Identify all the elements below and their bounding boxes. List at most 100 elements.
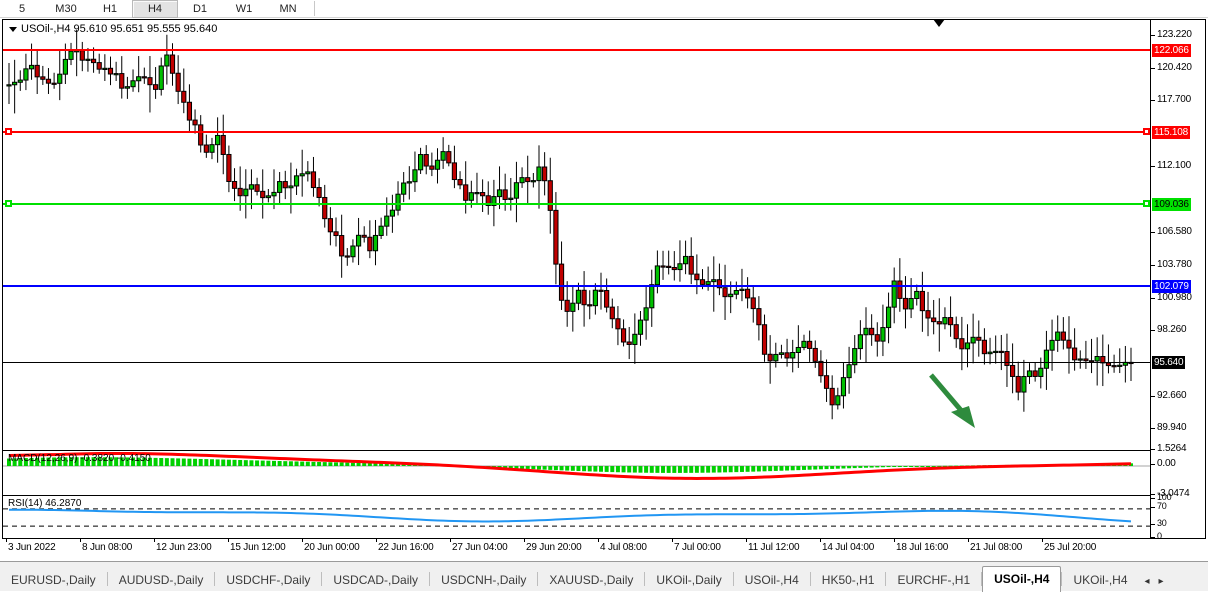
chart-tab-5[interactable]: XAUUSD-,Daily [549,573,634,587]
tick-mark [1151,464,1155,466]
tick-mark [1151,297,1155,299]
chart-frame[interactable]: USOil-,H4 95.610 95.651 95.555 95.640 12… [2,19,1206,541]
price-tick-label: 123.220 [1157,29,1192,41]
macd-label: MACD(12,26,9) -0.3820 -0.4150 [8,453,151,464]
time-tick-label: 15 Jun 12:00 [230,542,286,553]
time-tick-label: 21 Jul 08:00 [970,542,1023,553]
symbol-info-label: USOil-,H4 95.610 95.651 95.555 95.640 [9,23,217,35]
level-line-resistance-mid[interactable] [3,130,1150,133]
level-handle-resistance-mid[interactable] [5,127,12,135]
toolbar-divider [314,1,315,16]
chart-tab-3[interactable]: USDCAD-,Daily [333,573,419,587]
rsi-label: RSI(14) 46.2870 [8,498,82,509]
rsi-tick-label: 30 [1157,518,1167,529]
price-badge-support-green[interactable]: 109.036 [1152,197,1191,211]
timeframe-button-m30[interactable]: M30 [55,2,77,15]
chevron-down-icon[interactable] [9,26,17,32]
tick-mark [1151,166,1155,168]
timeframe-button-h4[interactable]: H4 [132,0,178,18]
chart-tab-6[interactable]: UKOil-,Daily [656,573,722,587]
time-tick [302,539,303,542]
rsi-tick-label: 0 [1157,531,1162,541]
price-tick-label: 112.100 [1157,160,1192,172]
chart-period-separator-marker [933,19,945,27]
down-arrow-annotation[interactable] [929,373,975,428]
time-tick [746,539,747,542]
tab-divider [214,572,216,586]
time-tick-label: 3 Jun 2022 [8,542,56,553]
tick-mark [1151,537,1155,538]
time-tick-label: 12 Jun 23:00 [156,542,212,553]
price-tick-label: 89.940 [1157,421,1187,433]
price-axis[interactable]: 123.220 120.420 117.700 112.100 106.580 103.7… [1150,20,1205,541]
rsi-tick-label: 100 [1157,492,1172,502]
timeframe-toolbar: 5 M30 H1 H4 D1 W1 MN [0,0,1208,18]
price-plot-area[interactable] [3,20,1150,538]
tab-divider [732,572,734,586]
tab-nav: ◂ ▸ [1145,576,1164,587]
candlestick-series [6,29,1134,428]
last-price-badge: 95.640 [1152,355,1186,369]
time-tick-label: 14 Jul 04:00 [822,542,875,553]
macd-tick-label: -3.0474 [1157,488,1190,499]
level-handle-right-resistance-mid[interactable] [1143,127,1150,135]
tick-mark [1151,427,1155,429]
rsi-series [3,508,1150,527]
time-tick-label: 4 Jul 08:00 [600,542,647,553]
time-tick [524,539,525,542]
chart-tab-10[interactable]: USOil-,H4 [982,566,1062,592]
level-line-resistance-upper[interactable] [3,48,1150,51]
rsi-tick-label: 70 [1157,500,1167,511]
chart-tab-8[interactable]: HK50-,H1 [821,573,875,587]
chevron-right-icon[interactable]: ▸ [1158,576,1164,587]
chart-tab-9[interactable]: EURCHF-,H1 [897,573,971,587]
level-line-support-green[interactable] [3,202,1150,205]
time-tick [820,539,821,542]
tick-mark [1151,329,1155,331]
time-tick [6,539,7,542]
chevron-left-icon[interactable]: ◂ [1144,576,1150,587]
tab-divider [429,572,431,586]
time-tick-label: 22 Jun 16:00 [378,542,434,553]
macd-pane[interactable]: MACD(12,26,9) -0.3820 -0.4150 [3,450,1150,496]
tick-mark [1151,264,1155,266]
tick-mark [1151,395,1155,397]
tab-divider [644,572,646,586]
time-tick-label: 7 Jul 00:00 [674,542,721,553]
level-handle-support-green[interactable] [5,199,12,207]
tick-mark [1151,35,1155,37]
chart-tab-7[interactable]: USOil-,H4 [744,573,799,587]
price-tick-label: 120.420 [1157,62,1192,74]
price-badge-support-blue[interactable]: 102.079 [1152,279,1191,293]
price-badge-resistance-upper[interactable]: 122.066 [1152,43,1191,57]
chart-tab-2[interactable]: USDCHF-,Daily [226,573,311,587]
timeframe-button-w1[interactable]: W1 [235,2,253,15]
tick-mark [1151,506,1155,508]
time-tick [450,539,451,542]
time-tick [228,539,229,542]
price-tick-label: 100.980 [1157,291,1192,303]
time-tick [1042,539,1043,542]
chart-tab-bar[interactable]: EURUSD-,Daily AUDUSD-,Daily USDCHF-,Daily U… [0,561,1208,592]
timeframe-button-5[interactable]: 5 [18,2,26,15]
chart-tab-0[interactable]: EURUSD-,Daily [11,573,96,587]
time-tick-label: 27 Jun 04:00 [452,542,508,553]
timeframe-button-h1[interactable]: H1 [102,2,118,15]
timeframe-button-mn[interactable]: MN [279,2,297,15]
level-handle-right-support-green[interactable] [1143,199,1150,207]
time-tick [672,539,673,542]
tick-mark [1151,494,1155,495]
tab-divider [1061,572,1063,586]
chart-tab-1[interactable]: AUDUSD-,Daily [118,573,204,587]
chart-tab-11[interactable]: UKOil-,H4 [1073,573,1128,587]
tick-mark [1151,68,1155,70]
level-line-support-blue[interactable] [3,284,1150,287]
chart-tab-4[interactable]: USDCNH-,Daily [441,573,527,587]
tick-mark [1151,100,1155,102]
time-axis[interactable]: 3 Jun 2022 8 Jun 08:00 12 Jun 23:00 15 Jun … [2,539,1206,561]
price-badge-resistance-mid[interactable]: 115.108 [1152,125,1191,139]
last-price-line [3,361,1150,363]
timeframe-button-d1[interactable]: D1 [192,2,208,15]
rsi-pane[interactable]: RSI(14) 46.2870 [3,495,1150,538]
